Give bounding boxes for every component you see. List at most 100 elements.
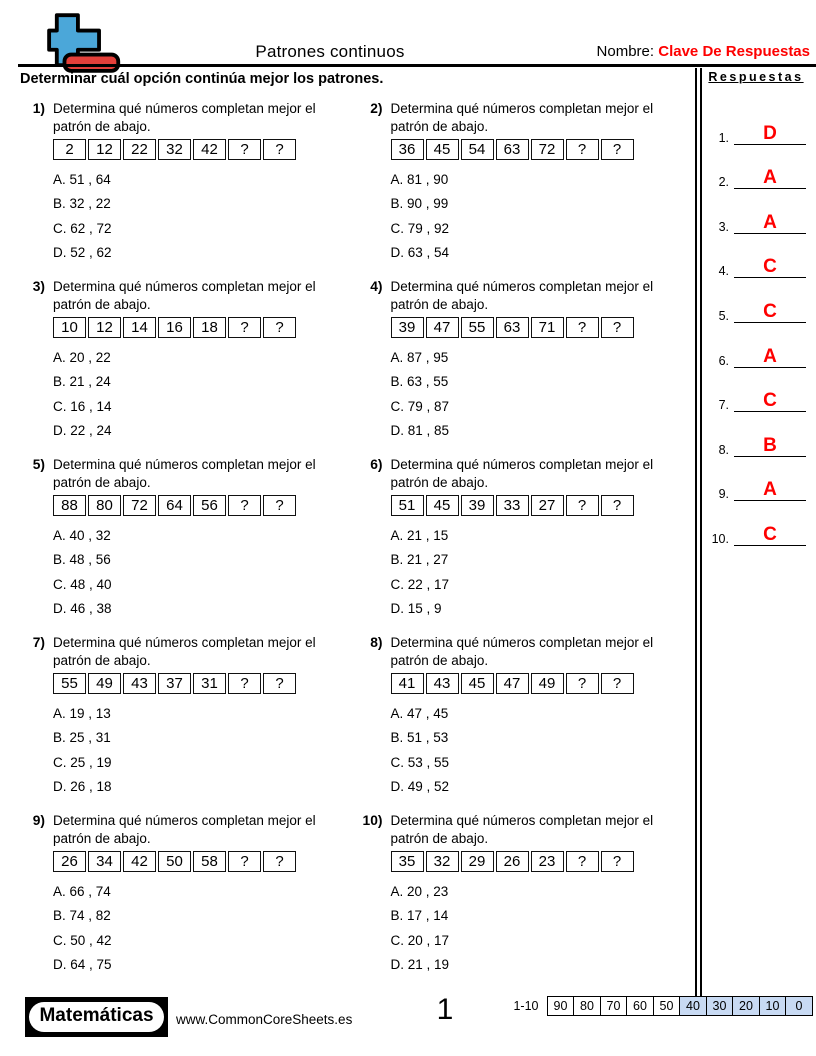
problem-number: 1): [32, 101, 45, 116]
choice-option: C. 22 , 17: [390, 576, 450, 592]
answer-item: 1. D: [703, 100, 811, 145]
problem-card: 7) Determina qué números completan mejor …: [19, 634, 357, 812]
pattern-cell: 45: [460, 673, 494, 694]
pattern-cell: ?: [228, 495, 261, 516]
choices-list: A. 66 , 74 B. 74 , 82 C. 50 , 42 D. 64 , 75: [53, 880, 357, 977]
problem-head: 6) Determina qué números completan mejor …: [357, 456, 695, 492]
choice-option: C. 25 , 19: [53, 754, 112, 770]
problem-card: 3) Determina qué números completan mejor …: [19, 278, 357, 456]
problem-card: 10) Determina qué números completan mejor…: [357, 812, 695, 990]
pattern-table: 39 47 55 63 71??: [390, 317, 695, 338]
pattern-table: 35 32 29 26 23??: [390, 851, 695, 872]
pattern-cell: 16: [158, 317, 191, 338]
choices-list: A. 47 , 45 B. 51 , 53 C. 53 , 55 D. 49 , 52: [391, 702, 695, 799]
brand-box: Matemáticas: [25, 997, 168, 1037]
pattern-cell: 49: [88, 673, 121, 694]
answer-item: 4. C: [703, 234, 811, 279]
pattern-cell: ?: [228, 673, 261, 694]
name-label: Nombre:: [596, 43, 655, 60]
pattern-cell: 33: [495, 495, 529, 516]
choice-option: A. 51 , 64: [53, 172, 111, 187]
choice-option: A. 87 , 95: [390, 350, 449, 365]
choice-option: B. 90 , 99: [390, 196, 449, 212]
problem-card: 1) Determina qué números completan mejor …: [19, 100, 357, 278]
choice-option: B. 25 , 31: [53, 730, 111, 746]
pattern-cell: 49: [530, 673, 564, 694]
pattern-cell: ?: [263, 495, 296, 516]
problem-head: 2) Determina qué números completan mejor …: [357, 100, 695, 136]
pattern-cell: ?: [228, 139, 261, 160]
choice-option: B. 63 , 55: [390, 374, 449, 390]
page-title: Patrones continuos: [255, 42, 405, 61]
pattern-cell: 43: [123, 673, 156, 694]
problem-prompt: Determina qué números completan mejor el…: [390, 101, 654, 134]
choice-option: D. 26 , 18: [53, 778, 112, 794]
pattern-table: 51 45 39 33 27??: [390, 495, 695, 516]
pattern-cell: 32: [158, 139, 191, 160]
instruction-text: Determinar cuál opción continúa mejor lo…: [20, 71, 384, 87]
choices-list: A. 20 , 22 B. 21 , 24 C. 16 , 14 D. 22 , 24: [53, 346, 357, 443]
problem-row: 3) Determina qué números completan mejor …: [0, 278, 694, 456]
problem-row: 5) Determina qué números completan mejor …: [0, 456, 694, 634]
pattern-cell: ?: [565, 673, 599, 694]
name-line: Nombre: Clave De Respuestas: [597, 43, 810, 60]
answer-item: 7. C: [703, 368, 811, 413]
problem-card: 5) Determina qué números completan mejor …: [19, 456, 357, 634]
answer-item: 6. A: [703, 323, 811, 368]
choice-option: A. 21 , 15: [390, 528, 449, 543]
choice-option: D. 22 , 24: [53, 422, 112, 438]
problem-number: 4): [370, 279, 383, 294]
problem-head: 9) Determina qué números completan mejor …: [19, 812, 357, 848]
pattern-cell: ?: [263, 317, 296, 338]
problem-card: 6) Determina qué números completan mejor …: [357, 456, 695, 634]
answer-blank-line: B: [734, 435, 806, 457]
problem-prompt: Determina qué números completan mejor el…: [53, 635, 316, 668]
answer-item: 3. A: [703, 189, 811, 234]
pattern-cell: ?: [565, 851, 599, 872]
pattern-cell: ?: [263, 139, 296, 160]
answer-blank-line: C: [734, 256, 806, 279]
pattern-cell: 63: [495, 317, 529, 338]
problem-card: 8) Determina qué números completan mejor …: [357, 634, 695, 812]
choice-option: B. 17 , 14: [390, 908, 449, 924]
problems-grid: 1) Determina qué números completan mejor …: [0, 100, 694, 990]
choice-option: C. 16 , 14: [53, 398, 112, 414]
answer-number: 8.: [718, 442, 729, 457]
problem-number: 10): [362, 813, 383, 828]
pattern-cell: 80: [88, 495, 121, 516]
pattern-table: 10 12 14 16 18??: [53, 317, 357, 338]
answer-number: 10.: [711, 531, 729, 546]
choice-option: C. 53 , 55: [390, 754, 450, 770]
problem-number: 2): [370, 101, 383, 116]
choice-option: C. 20 , 17: [390, 932, 450, 948]
choice-option: D. 49 , 52: [390, 778, 450, 794]
pattern-cell: 12: [88, 139, 121, 160]
choice-option: C. 50 , 42: [53, 932, 112, 948]
pattern-cell: ?: [600, 317, 634, 338]
pattern-table: 55 49 43 37 31??: [53, 673, 357, 694]
answer-number: 2.: [718, 175, 729, 190]
answer-item: 8. B: [703, 412, 811, 457]
answer-number: 5.: [718, 308, 729, 323]
answer-letter: A: [763, 167, 777, 189]
pattern-cell: 27: [530, 495, 564, 516]
problem-head: 1) Determina qué números completan mejor …: [19, 100, 357, 136]
problem-prompt: Determina qué números completan mejor el…: [53, 101, 316, 134]
choice-option: A. 47 , 45: [390, 706, 449, 721]
pattern-cell: 58: [193, 851, 226, 872]
choice-option: B. 48 , 56: [53, 552, 111, 568]
pattern-cell: ?: [263, 851, 296, 872]
answer-letter: A: [763, 211, 777, 233]
pattern-cell: 63: [495, 139, 529, 160]
answer-letter: C: [763, 256, 777, 278]
choice-option: D. 46 , 38: [53, 600, 112, 616]
problem-number: 7): [32, 635, 45, 650]
answer-number: 7.: [718, 398, 729, 413]
problem-card: 2) Determina qué números completan mejor …: [357, 100, 695, 278]
choices-list: A. 21 , 15 B. 21 , 27 C. 22 , 17 D. 15 , 9: [391, 524, 695, 621]
problem-row: 7) Determina qué números completan mejor …: [0, 634, 694, 812]
choice-option: B. 21 , 27: [390, 552, 449, 568]
page-number: 1: [436, 993, 454, 1026]
problem-number: 8): [370, 635, 383, 650]
score-cell: 50: [652, 996, 681, 1016]
